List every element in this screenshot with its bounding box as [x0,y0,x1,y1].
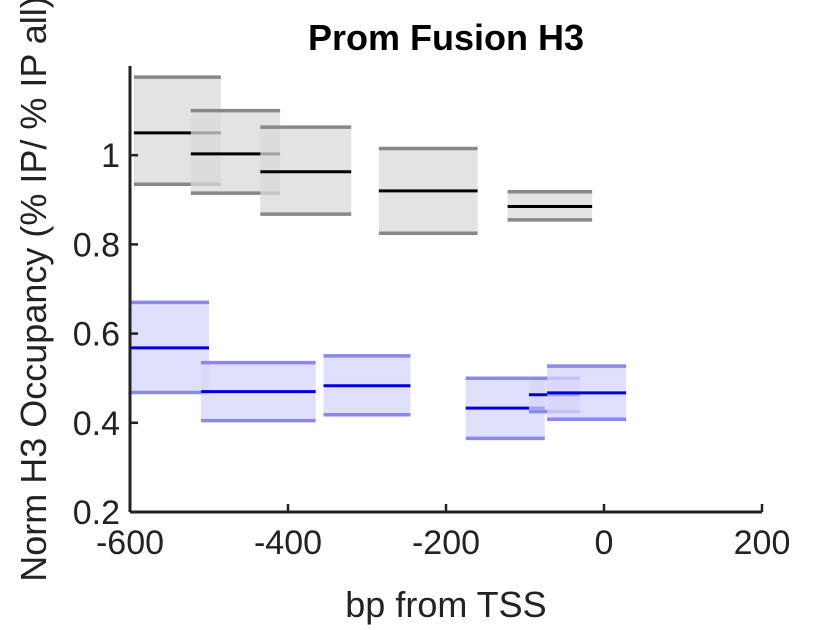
y-tick-label: 0.2 [73,494,120,532]
x-tick-label: -400 [254,524,322,562]
y-tick-label: 1 [101,137,120,175]
x-tick-label: -200 [412,524,480,562]
ticks: -600 -400 -200 0 200 0.2 0.4 0.6 0.8 1 [73,137,791,562]
y-tick-label: 0.6 [73,316,120,354]
chart-title: Prom Fusion H3 [308,17,584,58]
x-tick-label: -600 [96,524,164,562]
boxes-layer [130,75,627,441]
box-1-3 [260,125,352,216]
box-2-2 [201,360,316,423]
box-1-4 [378,146,478,235]
y-axis-title: Norm H3 Occupancy (% IP/ % IP all) [13,0,54,582]
x-tick-label: 0 [595,524,614,562]
y-tick-label: 0.8 [73,226,120,264]
x-tick-label: 200 [734,524,791,562]
x-axis-title: bp from TSS [345,584,546,625]
box-2-1 [130,300,209,395]
series-2 [130,300,627,441]
box-1-5 [507,190,593,222]
box-2-3 [323,354,411,417]
box-2-6 [547,364,627,421]
series-1 [133,75,593,235]
y-tick-label: 0.4 [73,405,120,443]
